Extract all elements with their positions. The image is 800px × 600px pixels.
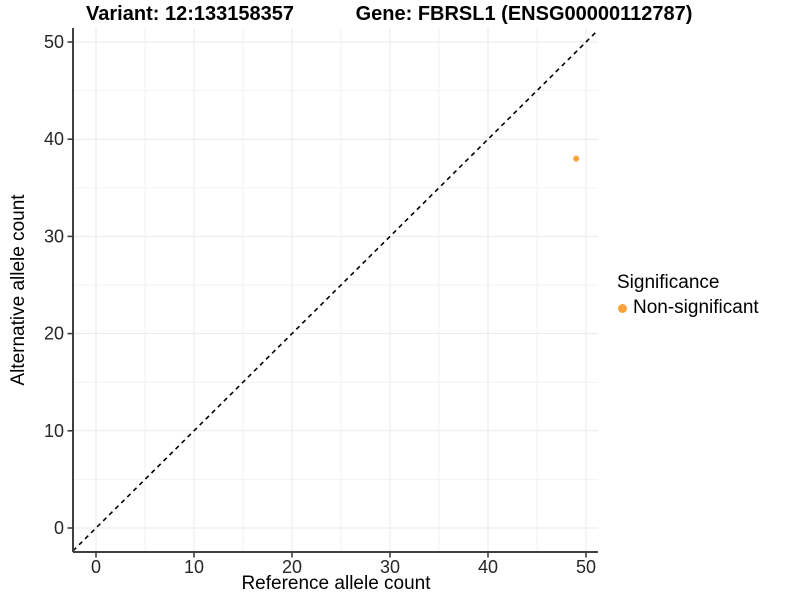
x-tick-label: 50 (576, 557, 596, 577)
y-axis-label: Alternative allele count (8, 194, 29, 386)
x-tick-label: 40 (478, 557, 498, 577)
x-tick-label: 20 (282, 557, 302, 577)
identity-reference-line (72, 29, 599, 552)
variant-title: Variant: 12:133158357 (86, 3, 294, 25)
y-tick-label: 30 (44, 226, 64, 246)
legend: Significance Non-significant (617, 272, 759, 319)
legend-item-non-significant: Non-significant (617, 297, 759, 319)
x-tick-label: 30 (380, 557, 400, 577)
y-tick-label: 20 (44, 324, 64, 344)
x-tick-label: 0 (91, 557, 101, 577)
legend-item-label: Non-significant (633, 297, 759, 318)
y-tick-label: 0 (54, 518, 64, 538)
legend-title: Significance (617, 272, 720, 293)
gene-title: Gene: FBRSL1 (ENSG00000112787) (355, 3, 693, 25)
x-tick-label: 10 (184, 557, 204, 577)
y-tick-label: 50 (44, 32, 64, 52)
y-tick-label: 10 (44, 421, 64, 441)
legend-point-icon (618, 303, 627, 313)
y-tick-label: 40 (44, 129, 64, 149)
data-point (573, 155, 580, 162)
x-axis-label: Reference allele count (241, 573, 431, 594)
